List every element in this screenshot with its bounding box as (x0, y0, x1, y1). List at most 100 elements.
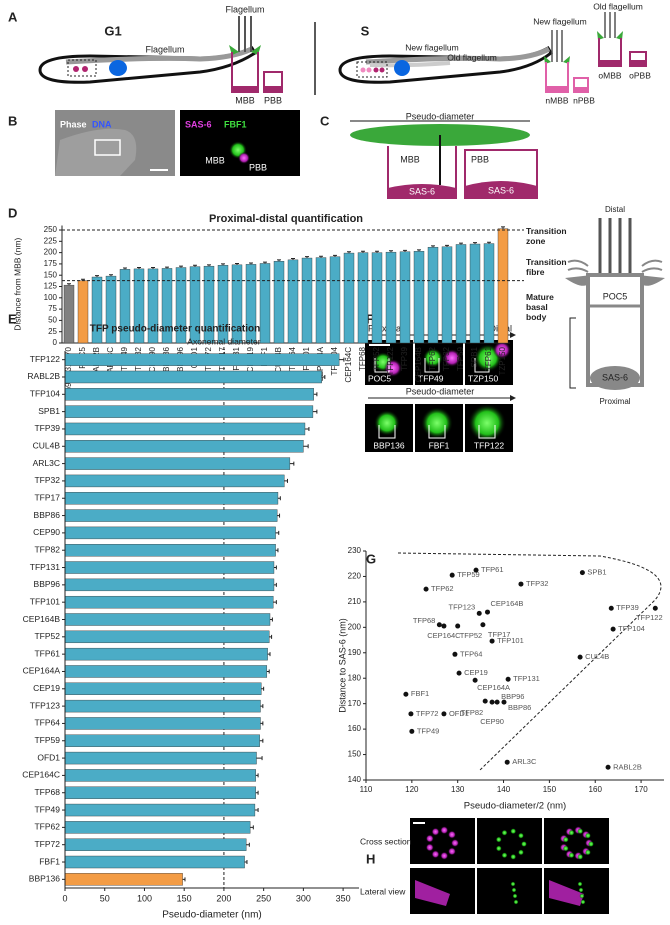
error-bar (333, 254, 337, 257)
fibres (544, 56, 570, 64)
x-tick-label: TFP59 (456, 346, 465, 371)
signal (468, 404, 506, 442)
stage-label: S (361, 23, 370, 38)
bar (64, 370, 322, 384)
error-bar (459, 242, 463, 245)
y-tick-label: 75 (48, 304, 57, 313)
y-tick-label: 180 (348, 673, 362, 682)
point (480, 622, 486, 628)
bar (64, 613, 271, 626)
bar (64, 388, 314, 401)
point-label: TFP59 (457, 570, 480, 579)
signal (510, 828, 517, 835)
label: New flagellum (533, 16, 586, 26)
point-label: TFP39 (616, 603, 639, 612)
pbb-base (264, 86, 282, 92)
sas6 (388, 184, 456, 198)
point-label: TFP49 (417, 726, 440, 735)
bar (315, 257, 327, 344)
point (484, 609, 490, 615)
panel-letter: C (320, 113, 330, 128)
bracket (569, 317, 576, 389)
signal (562, 836, 569, 843)
y-tick-label: RABL2B (27, 371, 60, 381)
flagellum (65, 46, 254, 65)
point (608, 605, 614, 611)
point-label: TFP52 (460, 631, 483, 640)
bar (343, 252, 355, 344)
outline (378, 425, 396, 439)
bar (469, 243, 481, 344)
y-tick-label: TFP122 (30, 354, 61, 364)
label: PBB (264, 95, 282, 105)
micrograph-label: TFP49 (418, 373, 444, 383)
signal (568, 852, 575, 859)
error-bar (259, 738, 264, 743)
y-tick-label: 220 (348, 572, 362, 581)
point (408, 711, 414, 717)
error-bar (270, 617, 273, 622)
error-bar (67, 283, 71, 286)
point-label: TFP123 (449, 602, 476, 611)
fibres (567, 259, 663, 273)
x-tick-label: TFP39 (400, 346, 409, 371)
error-bar (235, 262, 239, 265)
signal (584, 849, 591, 856)
basal-body (82, 66, 88, 72)
error-bar (266, 669, 270, 674)
bar (427, 246, 439, 344)
basal-body-diagram (238, 16, 252, 52)
error-bar (417, 249, 421, 252)
bar (64, 457, 291, 470)
signal (577, 828, 584, 835)
point-label: CEP19 (464, 668, 488, 677)
bar (357, 252, 369, 344)
point-label: TFP17 (488, 630, 511, 639)
error-bar (260, 721, 264, 726)
error-bar (109, 274, 113, 277)
x-tick-label: TFP61 (484, 346, 493, 371)
point-label: CEP164B (490, 599, 523, 608)
label: Flagellum (225, 4, 264, 14)
x-tick-label: 150 (177, 893, 192, 903)
micrograph-label: BBP136 (373, 440, 404, 450)
channel-label: Phase (60, 119, 87, 129)
x-tick-label: CEP164C (344, 347, 353, 383)
bar (64, 509, 278, 522)
outline (478, 425, 496, 439)
panel-letter: B (8, 113, 17, 128)
label: MBB (400, 154, 420, 164)
label: Pseudo-diameter (406, 386, 475, 396)
point (473, 567, 479, 573)
bar (385, 251, 397, 344)
panel-letter: F (366, 311, 374, 326)
y-tick-label: 50 (48, 316, 57, 325)
point (441, 623, 447, 629)
error-bar (273, 582, 277, 587)
outline (424, 358, 440, 373)
error-bar (303, 444, 309, 449)
signal (510, 881, 516, 887)
nmbb-base (546, 86, 568, 92)
y-tick-label: 0 (53, 338, 58, 347)
y-tick-label: 225 (44, 236, 58, 245)
x-tick-label: 50 (100, 893, 110, 903)
error-bar (249, 262, 253, 265)
x-tick-label: 100 (137, 893, 152, 903)
y-tick-label: 175 (44, 259, 58, 268)
signal (493, 341, 511, 359)
point-label: FBF1 (411, 689, 429, 698)
label: nPBB (573, 95, 595, 105)
y-axis-label: Distance from MBB (nm) (12, 238, 22, 331)
signal (431, 827, 440, 836)
y-tick-label: 250 (44, 225, 58, 234)
channel-label: SAS-6 (185, 119, 212, 129)
error-bar (269, 634, 273, 639)
point (482, 698, 488, 704)
point-label: CEP90 (480, 717, 504, 726)
error-bar (165, 266, 169, 269)
error-bar (260, 704, 264, 709)
signal (495, 845, 502, 852)
y-tick-label: TFP72 (34, 839, 60, 849)
point-label: ARL3C (512, 757, 537, 766)
